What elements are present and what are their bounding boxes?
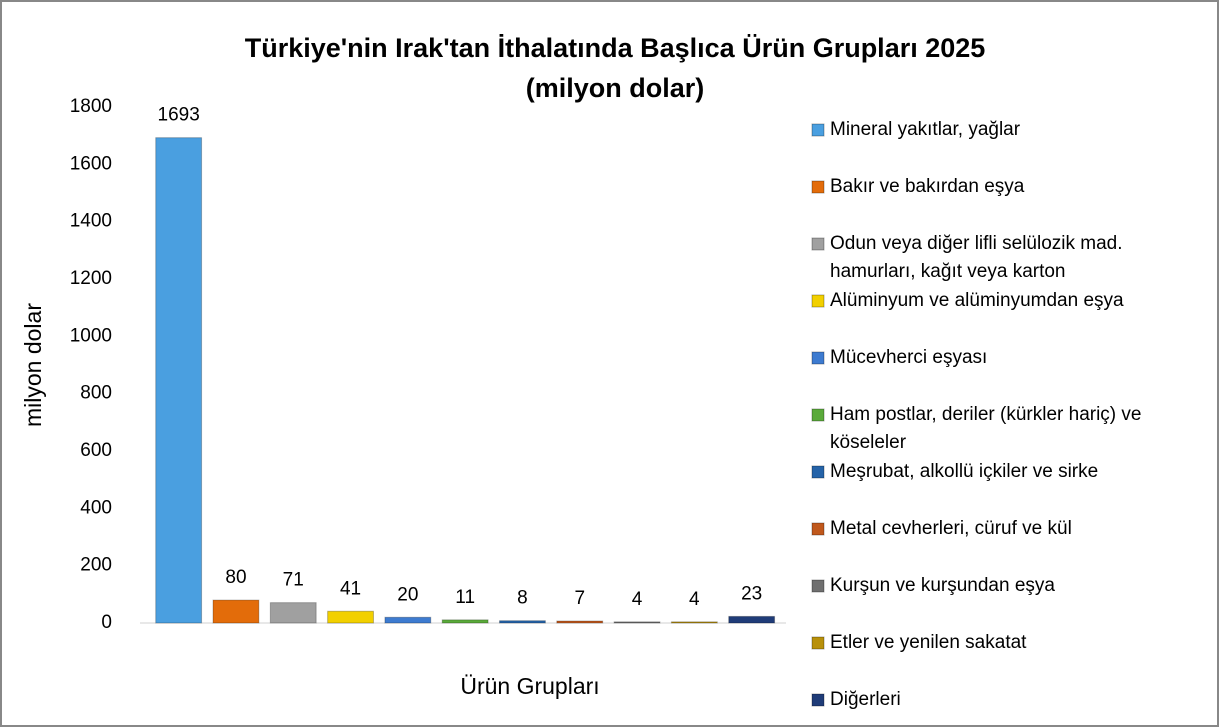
data-label: 1693 — [158, 105, 200, 126]
legend-label: Mineral yakıtlar, yağlar — [830, 119, 1021, 140]
data-label: 23 — [741, 583, 762, 604]
y-tick-label: 600 — [80, 440, 112, 461]
legend-swatch — [811, 636, 825, 650]
data-label: 71 — [283, 570, 304, 591]
data-label: 80 — [225, 567, 246, 588]
data-label: 20 — [397, 584, 418, 605]
legend-label: Diğerleri — [830, 689, 901, 710]
y-tick-label: 1000 — [70, 325, 112, 346]
legend-label: Alüminyum ve alüminyumdan eşya — [830, 290, 1124, 311]
legend-label: Ham postlar, deriler (kürkler hariç) ve k… — [830, 404, 1141, 453]
legend-swatch — [811, 465, 825, 479]
bar — [670, 621, 718, 624]
y-tick-label: 1600 — [70, 153, 112, 174]
bar — [556, 620, 604, 624]
bar — [212, 599, 260, 624]
legend-label: Kurşun ve kurşundan eşya — [830, 575, 1055, 596]
y-tick-label: 1400 — [70, 211, 112, 232]
bar — [728, 615, 776, 624]
y-axis-title: milyon dolar — [20, 303, 46, 427]
legend-swatch — [811, 351, 825, 365]
legend-swatch — [811, 693, 825, 707]
bar — [499, 620, 546, 624]
x-axis-title: Ürün Grupları — [460, 673, 599, 699]
y-tick-label: 1800 — [70, 96, 112, 117]
legend-swatch — [811, 180, 825, 194]
y-tick-label: 800 — [80, 383, 112, 404]
legend-label: Metal cevherleri, cüruf ve kül — [830, 518, 1072, 539]
y-tick-label: 200 — [80, 555, 112, 576]
y-tick-label: 1200 — [70, 268, 112, 289]
legend-swatch — [811, 294, 825, 308]
data-label: 8 — [517, 588, 528, 609]
legend-label: Bakır ve bakırdan eşya — [830, 176, 1025, 197]
legend-label: Mücevherci eşyası — [830, 347, 987, 368]
bar — [269, 602, 317, 624]
legend-swatch — [811, 408, 825, 422]
data-label: 7 — [574, 588, 585, 609]
bar — [384, 616, 432, 624]
legend-label: Etler ve yenilen sakatat — [830, 632, 1027, 653]
legend-label: Meşrubat, alkollü içkiler ve sirke — [830, 461, 1098, 482]
bar — [327, 610, 374, 624]
data-label: 4 — [632, 589, 643, 610]
bar — [441, 619, 489, 624]
legend-swatch — [811, 579, 825, 593]
y-tick-label: 0 — [101, 612, 112, 633]
y-tick-label: 400 — [80, 497, 112, 518]
bar — [155, 137, 203, 624]
legend-label: Odun veya diğer lifli selülozik mad. hamu… — [830, 233, 1123, 282]
chart-title: Türkiye'nin Irak'tan İthalatında Başlıca… — [245, 33, 986, 103]
data-label: 11 — [455, 587, 475, 608]
legend-swatch — [811, 123, 825, 137]
bar — [613, 621, 661, 624]
legend-swatch — [811, 237, 825, 251]
legend-swatch — [811, 522, 825, 536]
data-label: 41 — [340, 578, 361, 599]
data-label: 4 — [689, 589, 700, 610]
